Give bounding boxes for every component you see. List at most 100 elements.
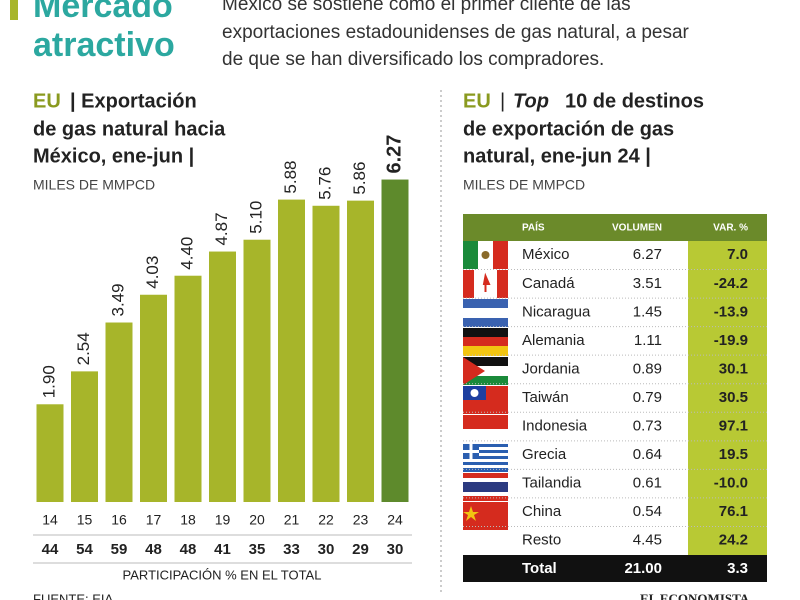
share-value: 44	[42, 541, 59, 558]
bar	[71, 371, 98, 502]
header-title: atractivo	[33, 26, 175, 64]
share-value: 48	[145, 541, 162, 558]
column-header: PAÍS	[522, 221, 545, 234]
value-label: 5.10	[246, 201, 265, 234]
cell: 30.5	[719, 389, 748, 406]
cell: -13.9	[714, 303, 748, 320]
value-label: 5.86	[350, 162, 369, 195]
flag-greece	[463, 444, 508, 472]
cell: Canadá	[522, 275, 575, 292]
flag-china	[463, 502, 508, 530]
flag-germany	[463, 328, 508, 356]
intro: México se sostiene como el primer client…	[222, 0, 631, 15]
x-tick-label: 16	[111, 512, 127, 528]
x-tick-label: 21	[284, 512, 300, 528]
cell: 0.73	[633, 418, 662, 435]
source: FUENTE: EIA	[33, 591, 114, 600]
total-cell: Total	[522, 560, 557, 577]
bar	[347, 200, 374, 502]
cell: 0.89	[633, 360, 662, 377]
chart-title: México, ene-jun |	[33, 145, 194, 167]
x-tick-label: 19	[215, 512, 231, 528]
header-title: Mercado	[33, 0, 173, 25]
cell: 0.64	[633, 446, 662, 463]
flag-mexico	[463, 241, 508, 269]
cell: Tailandia	[522, 475, 582, 492]
cell: México	[522, 246, 570, 263]
cell: -19.9	[714, 332, 748, 349]
x-tick-label: 14	[42, 512, 58, 528]
bar	[312, 205, 340, 502]
cell: 3.51	[633, 275, 662, 292]
value-label: 4.03	[143, 256, 162, 289]
cell: Resto	[522, 532, 561, 549]
cell: Grecia	[522, 446, 567, 463]
bar	[105, 322, 133, 502]
table-title: natural, ene-jun 24 |	[463, 145, 651, 167]
brand: EL ECONOMISTA	[640, 591, 750, 600]
var-column	[688, 241, 767, 555]
cell: 19.5	[719, 446, 748, 463]
total-cell: 3.3	[727, 560, 748, 577]
cell: 0.61	[633, 475, 662, 492]
cell: 6.27	[633, 246, 662, 263]
cell: China	[522, 503, 562, 520]
share-value: 30	[318, 541, 335, 558]
cell: Indonesia	[522, 418, 588, 435]
x-tick-label: 18	[180, 512, 196, 528]
share-value: 35	[249, 541, 266, 558]
value-label: 4.87	[212, 212, 231, 245]
flag-taiwan	[463, 386, 508, 414]
cell: 76.1	[719, 503, 748, 520]
accent-bar	[10, 0, 18, 20]
chart-subtitle: MILES DE MMPCD	[33, 177, 155, 193]
table-subtitle: MILES DE MMPCD	[463, 177, 585, 193]
value-label: 1.90	[39, 365, 58, 398]
cell: 0.54	[633, 503, 662, 520]
bar	[140, 294, 167, 502]
cell: Nicaragua	[522, 303, 591, 320]
flags	[463, 241, 508, 530]
flag-nicaragua	[463, 299, 508, 327]
cell: 30.1	[719, 360, 748, 377]
column-header: VOLUMEN	[612, 223, 662, 234]
cell: 0.79	[633, 389, 662, 406]
cell: -10.0	[714, 475, 748, 492]
cell: Alemania	[522, 332, 585, 349]
cell: 24.2	[719, 532, 748, 549]
share-value: 29	[352, 541, 369, 558]
share-value: 59	[111, 541, 128, 558]
share-value: 30	[387, 541, 404, 558]
cell: 97.1	[719, 418, 748, 435]
intro: de que se han diversificado los comprado…	[222, 49, 604, 70]
value-label: 5.88	[281, 161, 300, 194]
share-value: 54	[76, 541, 93, 558]
cell: 4.45	[633, 532, 662, 549]
x-tick-label: 17	[146, 512, 162, 528]
chart-title: de gas natural hacia	[33, 118, 226, 140]
value-label: 5.76	[315, 167, 334, 200]
table-sep: |	[500, 90, 505, 112]
cell: Jordania	[522, 360, 580, 377]
x-tick-label: 24	[387, 512, 403, 528]
bar	[278, 199, 305, 502]
cell: 1.11	[634, 332, 662, 349]
column-header: VAR. %	[713, 223, 748, 234]
table-title: Top	[513, 90, 549, 112]
x-tick-label: 15	[77, 512, 93, 528]
table-title: de exportación de gas	[463, 118, 674, 140]
share-label: PARTICIPACIÓN % EN EL TOTAL	[123, 567, 322, 582]
cell: 7.0	[727, 246, 748, 263]
total-row	[463, 555, 767, 582]
value-label: 3.49	[108, 283, 127, 316]
bar	[174, 275, 202, 502]
chart-tag: EU	[33, 90, 61, 112]
share-value: 48	[180, 541, 197, 558]
value-label: 2.54	[74, 332, 93, 365]
flag-thailand	[463, 473, 508, 501]
share-value: 41	[214, 541, 231, 558]
bar	[243, 239, 271, 502]
cell: Taiwán	[522, 389, 569, 406]
total-cell: 21.00	[624, 560, 662, 577]
x-tick-label: 20	[249, 512, 265, 528]
